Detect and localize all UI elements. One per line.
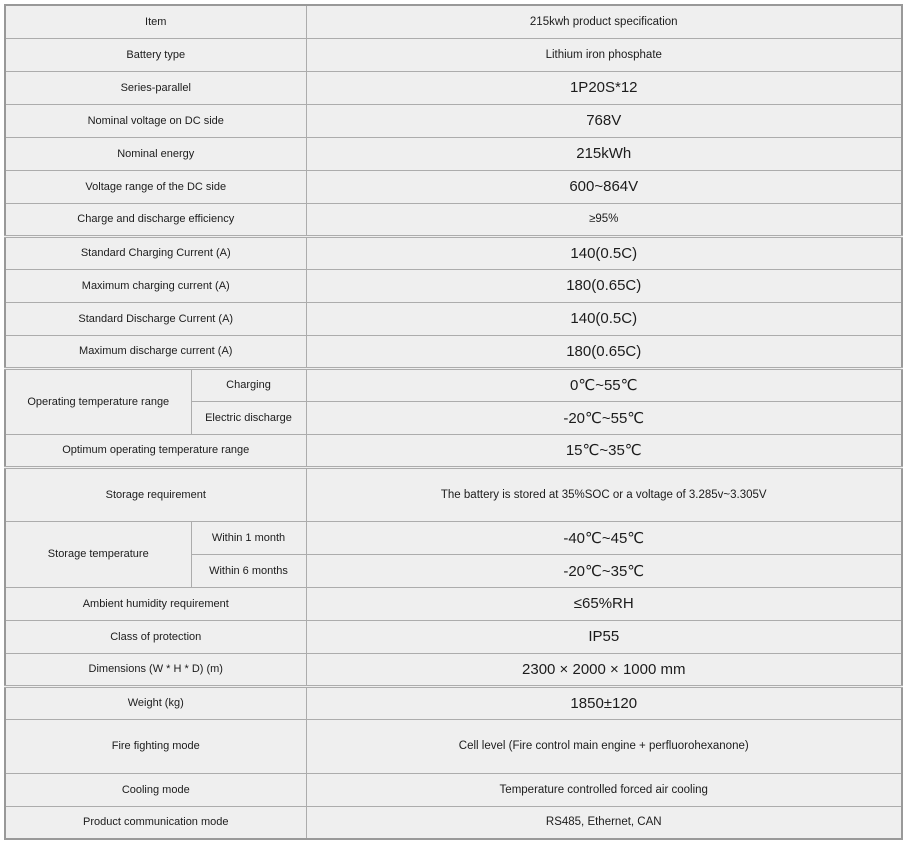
spec-value: Lithium iron phosphate [305,37,903,72]
spec-sublabel: Charging [190,367,307,402]
spec-value: 1850±120 [305,685,903,720]
table-row: Nominal energy 215kWh [4,136,903,171]
spec-label: Ambient humidity requirement [4,586,307,621]
table-row: Electric discharge -20℃~55℃ [5,400,903,435]
spec-sublabel: Electric discharge [190,400,307,435]
spec-value: 180(0.65C) [305,334,903,370]
table-row: Product communication mode RS485, Ethern… [4,805,903,840]
table-row: Standard Discharge Current (A) 140(0.5C) [4,301,903,336]
table-row: Item 215kwh product specification [4,4,903,39]
table-row: Series-parallel 1P20S*12 [4,70,903,105]
spec-label: Storage requirement [4,466,307,522]
table-row: Optimum operating temperature range 15℃~… [4,433,903,469]
spec-label: Nominal energy [4,136,307,171]
spec-label: Product communication mode [4,805,307,840]
spec-value: -20℃~55℃ [305,400,903,435]
spec-value: 600~864V [305,169,903,204]
spec-label: Fire fighting mode [4,718,307,774]
spec-label: Weight (kg) [4,685,307,720]
spec-value: ≤65%RH [305,586,903,621]
spec-label: Voltage range of the DC side [4,169,307,204]
spec-label: Item [4,4,307,39]
spec-value: 215kwh product specification [305,4,903,39]
spec-value: RS485, Ethernet, CAN [305,805,903,840]
spec-sublabel: Within 6 months [190,553,307,588]
table-row: Storage requirement The battery is store… [4,466,903,522]
spec-label: Dimensions (W * H * D) (m) [4,652,307,688]
spec-label: Standard Charging Current (A) [4,235,307,270]
spec-value: 180(0.65C) [305,268,903,303]
table-row: Storage temperature Within 1 month -40℃~… [4,520,903,588]
table-row: Weight (kg) 1850±120 [4,685,903,720]
spec-value: The battery is stored at 35%SOC or a vol… [305,466,903,522]
table-row: Ambient humidity requirement ≤65%RH [4,586,903,621]
spec-value: 140(0.5C) [305,235,903,270]
spec-label: Maximum charging current (A) [4,268,307,303]
spec-label: Standard Discharge Current (A) [4,301,307,336]
spec-value: 215kWh [305,136,903,171]
table-row: Charge and discharge efficiency ≥95% [4,202,903,238]
spec-label: Cooling mode [4,772,307,807]
spec-group-label: Operating temperature range [4,367,192,435]
spec-label: Class of protection [4,619,307,654]
table-row: Battery type Lithium iron phosphate [4,37,903,72]
table-row: Class of protection IP55 [4,619,903,654]
spec-value: IP55 [305,619,903,654]
spec-value: 140(0.5C) [305,301,903,336]
table-row: Maximum discharge current (A) 180(0.65C) [4,334,903,370]
spec-value: ≥95% [305,202,903,238]
spec-value: Temperature controlled forced air coolin… [305,772,903,807]
table-row: Voltage range of the DC side 600~864V [4,169,903,204]
spec-sublabel: Within 1 month [190,520,307,555]
spec-value: 1P20S*12 [305,70,903,105]
table-row: Standard Charging Current (A) 140(0.5C) [4,235,903,270]
spec-label: Series-parallel [4,70,307,105]
spec-value: -40℃~45℃ [305,520,903,555]
table-row: Within 6 months -20℃~35℃ [5,553,903,588]
spec-value: Cell level (Fire control main engine + p… [305,718,903,774]
table-row: Nominal voltage on DC side 768V [4,103,903,138]
spec-group-label: Storage temperature [4,520,192,588]
table-row: Cooling mode Temperature controlled forc… [4,772,903,807]
spec-value: 2300 × 2000 × 1000 mm [305,652,903,688]
spec-label: Nominal voltage on DC side [4,103,307,138]
spec-value: -20℃~35℃ [305,553,903,588]
product-spec-table: Item 215kwh product specification Batter… [4,4,903,840]
spec-label: Charge and discharge efficiency [4,202,307,238]
table-row: Maximum charging current (A) 180(0.65C) [4,268,903,303]
spec-value: 0℃~55℃ [305,367,903,402]
spec-value: 15℃~35℃ [305,433,903,469]
table-row: Dimensions (W * H * D) (m) 2300 × 2000 ×… [4,652,903,688]
spec-label: Battery type [4,37,307,72]
spec-label: Maximum discharge current (A) [4,334,307,370]
table-row: Operating temperature range Charging 0℃~… [4,367,903,435]
table-row: Fire fighting mode Cell level (Fire cont… [4,718,903,774]
spec-value: 768V [305,103,903,138]
spec-label: Optimum operating temperature range [4,433,307,469]
